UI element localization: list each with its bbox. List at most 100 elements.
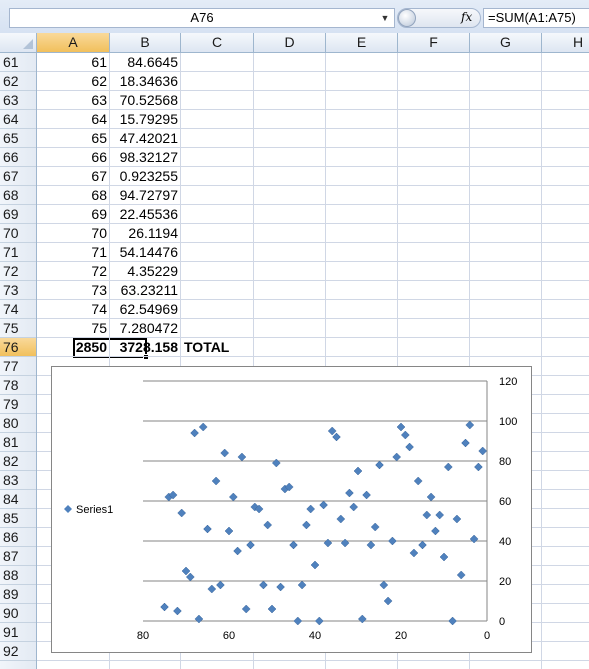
row-header-65[interactable]: 65: [0, 129, 36, 148]
y-tick-label: 60: [499, 496, 511, 508]
row-header-67[interactable]: 67: [0, 167, 36, 186]
row-header-62[interactable]: 62: [0, 72, 36, 91]
row-header-72[interactable]: 72: [0, 262, 36, 281]
x-tick-label: 0: [484, 630, 490, 642]
expand-knob-icon[interactable]: [398, 9, 416, 27]
cell-b61[interactable]: 84.6645: [127, 54, 178, 70]
column-header-g[interactable]: G: [470, 33, 542, 52]
cell-b70[interactable]: 26.1194: [128, 225, 178, 241]
cell-b69[interactable]: 22.45536: [119, 206, 178, 222]
cell-a64[interactable]: 64: [91, 111, 107, 127]
row-header-89[interactable]: 89: [0, 585, 36, 604]
insert-function-icon[interactable]: fx: [461, 10, 473, 24]
row-header-66[interactable]: 66: [0, 148, 36, 167]
column-header-h[interactable]: H: [542, 33, 589, 52]
data-point: [263, 520, 273, 530]
data-point: [198, 422, 208, 432]
data-point: [293, 616, 303, 626]
row-header-84[interactable]: 84: [0, 490, 36, 509]
row-header-91[interactable]: 91: [0, 623, 36, 642]
row-header-83[interactable]: 83: [0, 471, 36, 490]
data-point: [160, 602, 169, 612]
column-gridline: [541, 53, 542, 669]
scatter-chart[interactable]: 0 20 40 60 80 100 120 80 60 40 20 0 Series1: [51, 366, 532, 653]
row-header-63[interactable]: 63: [0, 91, 36, 110]
data-point: [340, 538, 350, 548]
row-header-77[interactable]: 77: [0, 357, 36, 376]
row-header-80[interactable]: 80: [0, 414, 36, 433]
cell-a68[interactable]: 68: [91, 187, 107, 203]
cell-b66[interactable]: 98.32127: [119, 149, 178, 165]
cell-c76[interactable]: TOTAL: [184, 339, 230, 355]
cell-b62[interactable]: 18.34636: [119, 73, 178, 89]
row-header-82[interactable]: 82: [0, 452, 36, 471]
row-header-70[interactable]: 70: [0, 224, 36, 243]
column-gridline: [180, 53, 181, 669]
fill-handle[interactable]: [143, 354, 149, 360]
cell-a75[interactable]: 75: [91, 320, 107, 336]
cell-a66[interactable]: 66: [91, 149, 107, 165]
row-header-81[interactable]: 81: [0, 433, 36, 452]
row-header-90[interactable]: 90: [0, 604, 36, 623]
formula-input[interactable]: =SUM(A1:A75): [483, 8, 589, 28]
row-header-68[interactable]: 68: [0, 186, 36, 205]
cell-b67[interactable]: 0.923255: [119, 168, 178, 184]
chevron-down-icon[interactable]: ▼: [380, 13, 390, 23]
row-header-74[interactable]: 74: [0, 300, 36, 319]
row-header-86[interactable]: 86: [0, 528, 36, 547]
column-header-a[interactable]: A: [37, 33, 110, 52]
row-header-71[interactable]: 71: [0, 243, 36, 262]
row-header-69[interactable]: 69: [0, 205, 36, 224]
row-header-73[interactable]: 73: [0, 281, 36, 300]
data-point: [276, 582, 285, 592]
row-header-76[interactable]: 76: [0, 338, 36, 357]
column-header-c[interactable]: C: [181, 33, 254, 52]
row-header-85[interactable]: 85: [0, 509, 36, 528]
cell-b71[interactable]: 54.14476: [119, 244, 178, 260]
cell-b63[interactable]: 70.52568: [119, 92, 178, 108]
data-point: [426, 492, 436, 502]
row-header-78[interactable]: 78: [0, 376, 36, 395]
select-all-button[interactable]: [0, 33, 37, 52]
cell-a69[interactable]: 69: [91, 206, 107, 222]
cell-a61[interactable]: 61: [91, 54, 107, 70]
cell-b68[interactable]: 94.72797: [119, 187, 178, 203]
cell-a63[interactable]: 63: [91, 92, 107, 108]
row-header-87[interactable]: 87: [0, 547, 36, 566]
column-header-b[interactable]: B: [110, 33, 181, 52]
cell-a73[interactable]: 73: [91, 282, 107, 298]
cell-a62[interactable]: 62: [91, 73, 107, 89]
data-point: [375, 460, 384, 470]
active-cell-outline: [73, 338, 147, 358]
data-point: [336, 514, 346, 524]
cell-b64[interactable]: 15.79295: [119, 111, 178, 127]
column-header-d[interactable]: D: [254, 33, 326, 52]
cell-b65[interactable]: 47.42021: [119, 130, 178, 146]
row-header-79[interactable]: 79: [0, 395, 36, 414]
cell-a72[interactable]: 72: [91, 263, 107, 279]
row-gridline: [37, 337, 589, 338]
cell-b74[interactable]: 62.54969: [119, 301, 178, 317]
row-header-75[interactable]: 75: [0, 319, 36, 338]
cell-a65[interactable]: 65: [91, 130, 107, 146]
name-box[interactable]: A76 ▼: [9, 8, 395, 28]
column-header-f[interactable]: F: [398, 33, 470, 52]
column-header-e[interactable]: E: [326, 33, 398, 52]
cell-b76[interactable]: 3728.158: [119, 339, 178, 355]
cell-b73[interactable]: 63.23211: [120, 282, 178, 298]
cell-b75[interactable]: 7.280472: [119, 320, 178, 336]
data-point: [388, 536, 397, 546]
cell-a76[interactable]: 2850: [75, 339, 107, 355]
cell-a70[interactable]: 70: [91, 225, 107, 241]
cell-a74[interactable]: 74: [91, 301, 107, 317]
data-point: [443, 462, 453, 472]
cell-a71[interactable]: 71: [91, 244, 107, 260]
row-header-88[interactable]: 88: [0, 566, 36, 585]
row-header-61[interactable]: 61: [0, 53, 36, 72]
cell-a67[interactable]: 67: [91, 168, 107, 184]
y-tick-label: 20: [499, 576, 511, 588]
row-header-92[interactable]: 92: [0, 642, 36, 661]
data-point: [267, 604, 277, 614]
row-header-64[interactable]: 64: [0, 110, 36, 129]
cell-b72[interactable]: 4.35229: [127, 263, 178, 279]
